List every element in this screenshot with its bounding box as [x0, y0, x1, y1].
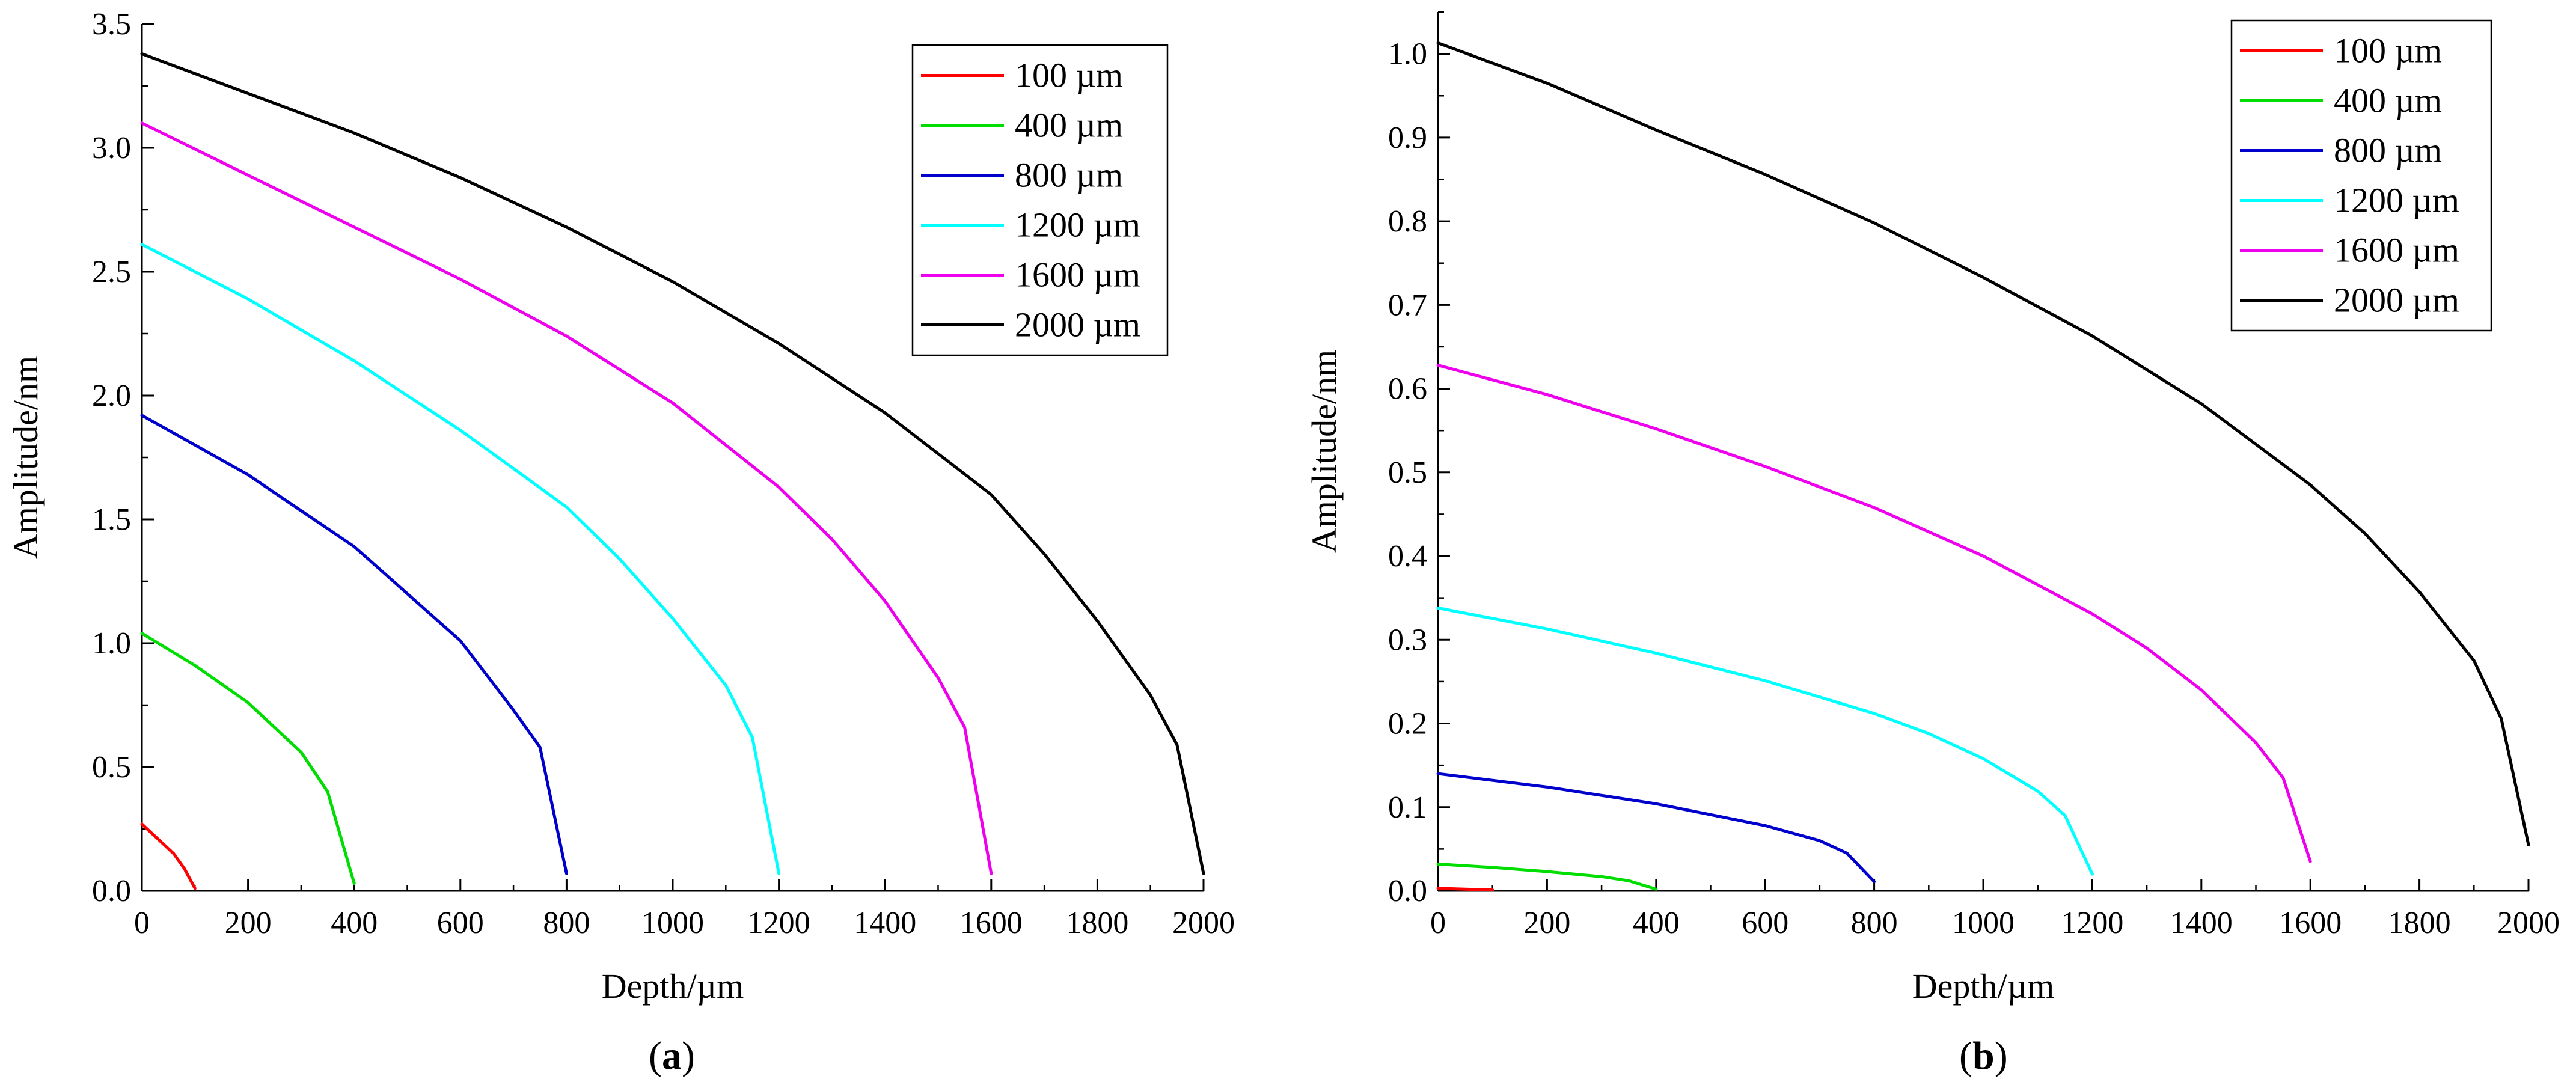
- legend-label: 100 µm: [2334, 31, 2442, 70]
- x-tick-label: 1200: [748, 906, 810, 940]
- caption-close-paren: ): [682, 1034, 695, 1078]
- series-line-1: [1436, 887, 1495, 892]
- legend: 100 µm 400 µm 800 µm 1200 µm 1600 µm 2000 µm: [911, 44, 1169, 356]
- caption-close-paren: ): [1995, 1034, 2008, 1078]
- y-tick-label: 0.9: [1388, 121, 1427, 155]
- y-tick-label: 0.7: [1388, 288, 1427, 322]
- x-tick-label: 1200: [2061, 906, 2123, 940]
- y-tick-label: 3.5: [92, 7, 131, 41]
- x-axis-title: Depth/µm: [1912, 967, 2054, 1006]
- x-tick-label: 1600: [2279, 906, 2342, 940]
- x-tick-label: 600: [437, 906, 484, 940]
- legend-label: 2000 µm: [2334, 281, 2459, 320]
- y-tick-label: 1.0: [1388, 37, 1427, 72]
- y-tick-label: 0.6: [1388, 372, 1427, 406]
- legend-label: 400 µm: [2334, 81, 2442, 120]
- caption-open-paren: (: [1959, 1034, 1972, 1078]
- y-tick-label: 0.2: [1388, 707, 1427, 741]
- legend-label: 400 µm: [1015, 106, 1123, 145]
- legend-box: [911, 44, 1169, 356]
- panel-caption: (b): [1959, 1034, 2008, 1078]
- y-tick-label: 2.5: [92, 255, 131, 289]
- series-line-5: [140, 121, 993, 875]
- x-tick-label: 800: [1851, 906, 1898, 940]
- series-line-2: [140, 632, 356, 885]
- y-tick-label: 0.8: [1388, 204, 1427, 239]
- x-tick-label: 1800: [2388, 906, 2451, 940]
- series-line-6: [1436, 41, 2530, 846]
- x-tick-label: 400: [1633, 906, 1680, 940]
- y-tick-label: 0.3: [1388, 623, 1427, 657]
- x-tick-label: 1000: [1952, 906, 2015, 940]
- y-tick-label: 3.0: [92, 131, 131, 165]
- x-tick-label: 1400: [854, 906, 916, 940]
- series-line-1: [140, 822, 197, 890]
- y-tick-label: 1.0: [92, 626, 131, 661]
- x-axis-title: Depth/µm: [602, 967, 744, 1006]
- x-tick-label: 1600: [960, 906, 1023, 940]
- x-tick-label: 1000: [641, 906, 704, 940]
- y-tick-label: 0.4: [1388, 539, 1427, 573]
- series-line-4: [1436, 606, 2094, 876]
- legend-label: 2000 µm: [1015, 305, 1140, 344]
- x-tick-label: 1400: [2170, 906, 2233, 940]
- legend-label: 100 µm: [1015, 56, 1123, 95]
- x-tick-label: 2000: [1172, 906, 1235, 940]
- x-tick-label: 1800: [1066, 906, 1128, 940]
- legend-label: 800 µm: [1015, 156, 1123, 195]
- series-line-5: [1436, 364, 2312, 863]
- y-tick-label: 2.0: [92, 379, 131, 413]
- series-line-3: [140, 414, 568, 875]
- x-tick-label: 2000: [2497, 906, 2560, 940]
- legend-label: 1600 µm: [1015, 255, 1140, 295]
- series-line-3: [1436, 772, 1876, 884]
- x-tick-label: 400: [331, 906, 378, 940]
- y-tick-label: 0.0: [92, 874, 131, 908]
- x-tick-label: 600: [1742, 906, 1788, 940]
- y-tick-label: 0.1: [1388, 790, 1427, 825]
- legend-label: 1600 µm: [2334, 231, 2459, 270]
- series-line-6: [140, 52, 1205, 875]
- x-tick-label: 200: [1523, 906, 1570, 940]
- series-line-2: [1436, 862, 1658, 891]
- y-axis-title: Amplitude/nm: [1305, 350, 1344, 553]
- caption-open-paren: (: [649, 1034, 662, 1078]
- x-tick-label: 200: [225, 906, 272, 940]
- legend-label: 1200 µm: [2334, 181, 2459, 220]
- y-axis-title: Amplitude/nm: [6, 356, 45, 559]
- caption-letter: b: [1972, 1034, 1995, 1078]
- chart-panel-a: 0.0 0.5 1.0 1.5 2.0 2.5 3.0 3.5 0 200 400 600 800 100…: [6, 7, 1235, 1078]
- chart-panel-b: 0.0 0.1 0.2 0.3 0.4 0.5 0.6 0.7 0.8 0.9 1.0 0 200 400…: [1305, 11, 2560, 1078]
- y-tick-label: 0.0: [1388, 874, 1427, 908]
- y-tick-label: 1.5: [92, 503, 131, 537]
- x-tick-label: 0: [134, 906, 150, 940]
- legend-label: 800 µm: [2334, 131, 2442, 170]
- x-tick-label: 0: [1430, 906, 1446, 940]
- y-tick-label: 0.5: [1388, 456, 1427, 490]
- series-line-4: [140, 243, 781, 875]
- caption-letter: a: [662, 1034, 682, 1078]
- y-tick-label: 0.5: [92, 750, 131, 784]
- panel-caption: (a): [649, 1034, 695, 1078]
- x-tick-label: 800: [543, 906, 590, 940]
- legend-label: 1200 µm: [1015, 206, 1140, 245]
- legend: 100 µm 400 µm 800 µm 1200 µm 1600 µm 2000 µm: [2230, 19, 2492, 332]
- legend-box: [2230, 19, 2492, 332]
